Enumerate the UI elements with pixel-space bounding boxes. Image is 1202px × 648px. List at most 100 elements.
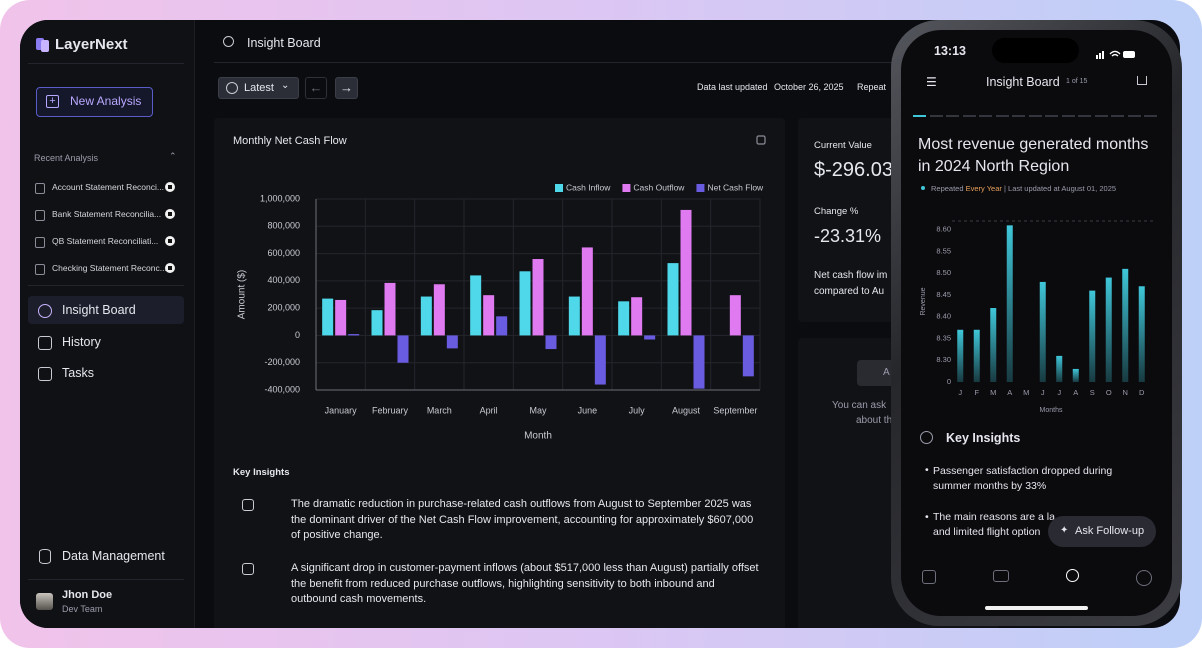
nav-icon [38,304,52,318]
filter-dropdown[interactable] [218,77,299,99]
dynamic-island [992,38,1079,63]
recent-item[interactable]: Account Statement Reconci... [52,182,164,192]
current-label: Current Value [814,140,872,151]
status-time: 13:13 [934,44,966,58]
y-tick-label: -400,000 [264,384,300,394]
bar [335,299,347,336]
bullet: • [925,511,929,523]
progress-segment [946,115,959,117]
legend-swatch [696,184,705,192]
brand-name: LayerNext [55,36,128,53]
x-tick-label: September [713,405,757,415]
divider [28,285,184,286]
file-icon [35,264,45,275]
file-icon [35,237,45,248]
ask-follow-up-label[interactable]: Ask Follow-up [1075,525,1145,537]
bar [322,298,334,336]
menu-icon[interactable]: ☰ [926,75,937,89]
ask-button-label[interactable]: A [883,367,890,378]
new-analysis-button[interactable] [36,87,153,117]
bar [594,335,606,385]
bullet-text: Passenger satisfaction dropped during su… [933,465,1113,492]
y-tick-label: 1,000,000 [260,193,300,203]
bar [581,247,593,336]
y-tick-label: 0 [295,330,300,340]
tab-insights[interactable] [1066,569,1079,582]
bar [680,209,692,336]
bar [1039,281,1046,382]
collapse-icon[interactable]: ⌃ [169,151,177,161]
nav-active-bg [28,296,184,324]
avatar[interactable] [36,593,53,610]
progress-segment [1094,115,1108,117]
bar [990,308,997,382]
insight-icon [920,431,933,444]
progress-segment [995,115,1009,117]
progress-segment [1111,115,1124,117]
share-icon[interactable] [1137,76,1147,85]
updated-label: Data last updated [697,82,768,92]
x-tick-label: March [427,405,452,415]
bullet-text: and limited flight option [933,526,1041,538]
nav-item[interactable]: Insight Board [62,303,136,317]
tab-board[interactable] [993,570,1009,582]
expand-icon[interactable] [756,135,766,145]
filter-label[interactable]: Latest [244,82,274,94]
y-tick-label: 8.40 [936,312,951,321]
bulb-icon [223,36,234,47]
x-tick-label: J [1041,388,1045,397]
x-tick-label: J [958,388,962,397]
x-tick-label: August [672,405,701,415]
nav-item[interactable]: History [62,334,101,349]
insight-text: The dramatic reduction in purchase-relat… [291,498,754,541]
brand-logo [36,38,44,50]
x-tick-label: June [578,405,598,415]
bar [1105,277,1112,382]
progress-segment [929,115,943,117]
status-dot [921,186,925,190]
bar [631,297,643,336]
status-icons [1096,46,1136,59]
y-tick-label: 0 [947,377,951,386]
prev-button[interactable]: ← [305,77,327,99]
revenue-chart: 8.30 8.35 8.40 8.45 8.50 8.55 8.60 0 Months Reven… [920,220,1155,414]
summary-note: Net cash flow im [814,270,888,281]
change-value: -23.31% [814,226,882,246]
tab-edit[interactable] [922,570,936,584]
x-tick-label: A [1007,388,1012,397]
bar [348,334,360,336]
tab-history[interactable] [1136,570,1152,586]
bar [519,271,531,336]
sparkle-icon: ✦ [1060,525,1069,536]
y-axis-label: Amount ($) [237,270,248,319]
change-label: Change % [814,206,859,217]
bar [483,295,495,336]
divider [28,579,184,580]
x-tick-label: S [1090,388,1095,397]
repeat-frequency: Every Year [965,184,1002,193]
divider [28,63,184,64]
bar [470,275,482,336]
y-tick-label: 8.45 [936,290,951,299]
repeat-label: Repeat [857,82,887,92]
current-value: $-296.03 [814,159,893,181]
ask-text: You can ask [832,400,887,411]
y-tick-label: 200,000 [267,303,300,313]
recent-item[interactable]: Checking Statement Reconc... [52,263,167,273]
nav-item[interactable]: Tasks [62,366,94,380]
nav-item[interactable]: Data Management [62,549,165,563]
recent-item[interactable]: Bank Statement Reconcilia... [52,209,162,219]
progress-segment [1127,115,1141,117]
new-analysis-label[interactable]: New Analysis [70,94,142,108]
recent-item[interactable]: QB Statement Reconciliati... [52,236,159,246]
next-button[interactable]: → [335,77,358,99]
phone-insights-title: Key Insights [946,431,1021,445]
last-updated: | Last updated at August 01, 2025 [1004,184,1117,193]
bar [729,295,741,336]
bar [1056,355,1063,382]
progress-segment [913,115,926,117]
summary-note: compared to Au [814,286,885,297]
ask-follow-up-button[interactable] [1048,516,1156,547]
x-tick-label: A [1073,388,1078,397]
user-team: Dev Team [62,604,103,614]
